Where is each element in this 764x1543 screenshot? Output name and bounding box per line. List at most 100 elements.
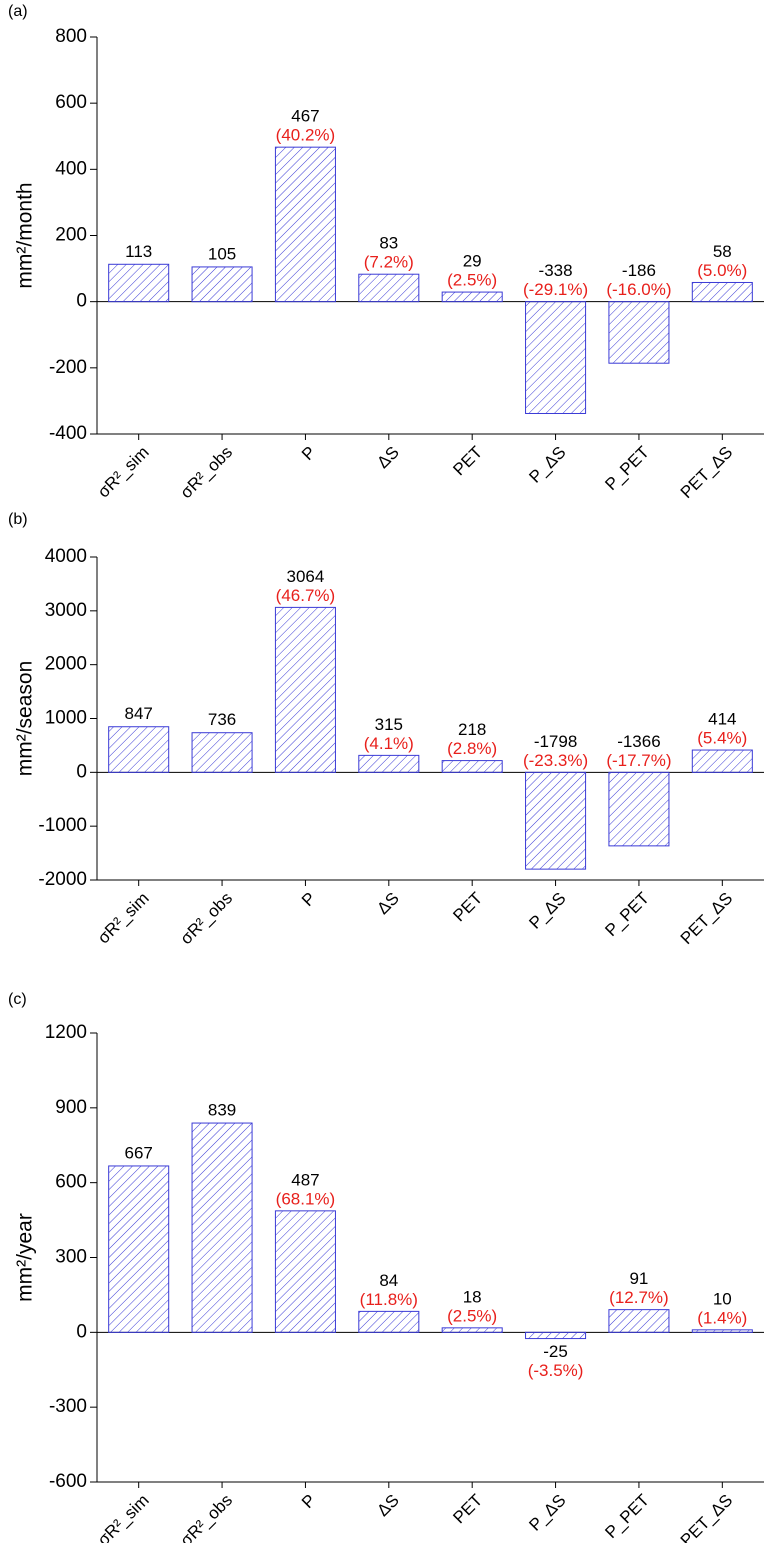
y-tick-label: 400 — [55, 158, 87, 179]
share-label: (-29.1%) — [523, 280, 588, 299]
share-label: (1.4%) — [697, 1308, 747, 1327]
y-tick-label: 3000 — [45, 600, 87, 621]
bar — [108, 1165, 170, 1333]
value-label: 3064 — [287, 567, 325, 586]
x-tick-label: σR²_obs — [176, 443, 236, 503]
x-tick-label: P_PET — [601, 443, 653, 495]
y-tick-label: 600 — [55, 1172, 87, 1193]
y-tick-label: 4000 — [45, 546, 87, 567]
share-label: (2.5%) — [447, 1306, 497, 1325]
value-label: 839 — [208, 1101, 236, 1120]
x-tick-label: PET — [449, 889, 486, 926]
x-tick-label: P_ΔS — [525, 889, 569, 933]
bar — [525, 1331, 587, 1340]
share-label: (5.4%) — [697, 729, 747, 748]
share-label: (5.0%) — [697, 261, 747, 280]
x-tick-label: P_PET — [601, 889, 653, 941]
y-tick-label: 300 — [55, 1247, 87, 1268]
bar — [691, 1329, 753, 1333]
value-label: 83 — [379, 234, 398, 253]
value-label: 84 — [379, 1271, 398, 1290]
x-tick-label: σR²_sim — [94, 443, 153, 502]
value-label: 58 — [713, 242, 732, 261]
y-tick-label: 900 — [55, 1097, 87, 1118]
x-tick-label: PET — [449, 443, 486, 480]
y-tick-label: -200 — [49, 357, 87, 378]
y-tick-label: -1000 — [38, 815, 87, 836]
panel-label: (a) — [8, 3, 28, 20]
bar — [108, 726, 170, 773]
bar — [358, 1310, 420, 1333]
y-tick-label: 1000 — [45, 708, 87, 729]
bar — [691, 281, 753, 303]
y-tick-label: -400 — [49, 423, 87, 444]
x-tick-label: PET — [449, 1491, 486, 1528]
share-label: (11.8%) — [360, 1290, 418, 1309]
x-tick-label: P — [298, 889, 319, 910]
y-tick-label: 600 — [55, 92, 87, 113]
x-tick-label: ΔS — [373, 1491, 402, 1520]
value-label: -1798 — [534, 732, 577, 751]
y-tick-label: -300 — [49, 1396, 87, 1417]
x-tick-label: PET_ΔS — [677, 443, 737, 503]
share-label: (4.1%) — [364, 734, 414, 753]
value-label: 113 — [125, 242, 152, 261]
y-tick-label: 1200 — [45, 1022, 87, 1043]
y-tick-label: 0 — [76, 761, 87, 782]
y-tick-label: 0 — [76, 1321, 87, 1342]
y-axis-label: mm²/season — [14, 661, 37, 777]
share-label: (-3.5%) — [528, 1361, 584, 1380]
bar — [108, 263, 170, 303]
y-tick-label: -600 — [49, 1471, 87, 1492]
bar — [191, 732, 253, 773]
x-tick-label: ΔS — [373, 443, 402, 472]
bar — [191, 266, 253, 303]
x-tick-label: P_PET — [601, 1491, 653, 1543]
y-tick-label: -2000 — [38, 869, 87, 890]
bar — [441, 1327, 503, 1333]
value-label: 18 — [463, 1287, 482, 1306]
value-label: -25 — [543, 1342, 568, 1361]
bar — [525, 301, 587, 414]
x-tick-label: ΔS — [373, 889, 402, 918]
share-label: (68.1%) — [276, 1189, 336, 1208]
x-tick-label: P — [298, 1491, 319, 1512]
x-tick-label: PET_ΔS — [677, 1491, 737, 1543]
value-label: 467 — [291, 107, 319, 126]
value-label: 414 — [708, 710, 736, 729]
bar — [608, 1309, 670, 1333]
x-tick-label: σR²_sim — [94, 1491, 153, 1543]
y-tick-label: 800 — [55, 26, 87, 47]
x-tick-label: P — [298, 443, 319, 464]
value-label: -1366 — [617, 732, 660, 751]
x-tick-label: σR²_obs — [176, 1491, 236, 1543]
bar — [608, 771, 670, 847]
share-label: (-16.0%) — [606, 280, 671, 299]
share-label: (7.2%) — [364, 253, 414, 272]
bar — [441, 760, 503, 773]
value-label: 105 — [208, 244, 236, 263]
bar — [274, 146, 336, 303]
bar — [441, 291, 503, 303]
y-axis-label: mm²/month — [14, 182, 37, 288]
value-label: 315 — [375, 715, 403, 734]
bar — [274, 1210, 336, 1333]
value-label: 736 — [208, 710, 236, 729]
bar — [525, 771, 587, 870]
x-tick-label: σR²_sim — [94, 889, 153, 948]
share-label: (12.7%) — [609, 1288, 669, 1307]
panel-label: (c) — [8, 991, 27, 1008]
share-label: (2.5%) — [447, 271, 497, 290]
value-label: 91 — [629, 1269, 648, 1288]
share-label: (2.8%) — [447, 739, 497, 758]
x-tick-label: σR²_obs — [176, 889, 236, 949]
value-label: 847 — [125, 704, 153, 723]
share-label: (-23.3%) — [523, 751, 588, 770]
value-label: -186 — [622, 261, 656, 280]
y-axis-label: mm²/year — [14, 1213, 37, 1302]
value-label: -338 — [539, 261, 573, 280]
bar — [191, 1122, 253, 1333]
share-label: (40.2%) — [276, 126, 336, 145]
x-tick-label: PET_ΔS — [677, 889, 737, 949]
